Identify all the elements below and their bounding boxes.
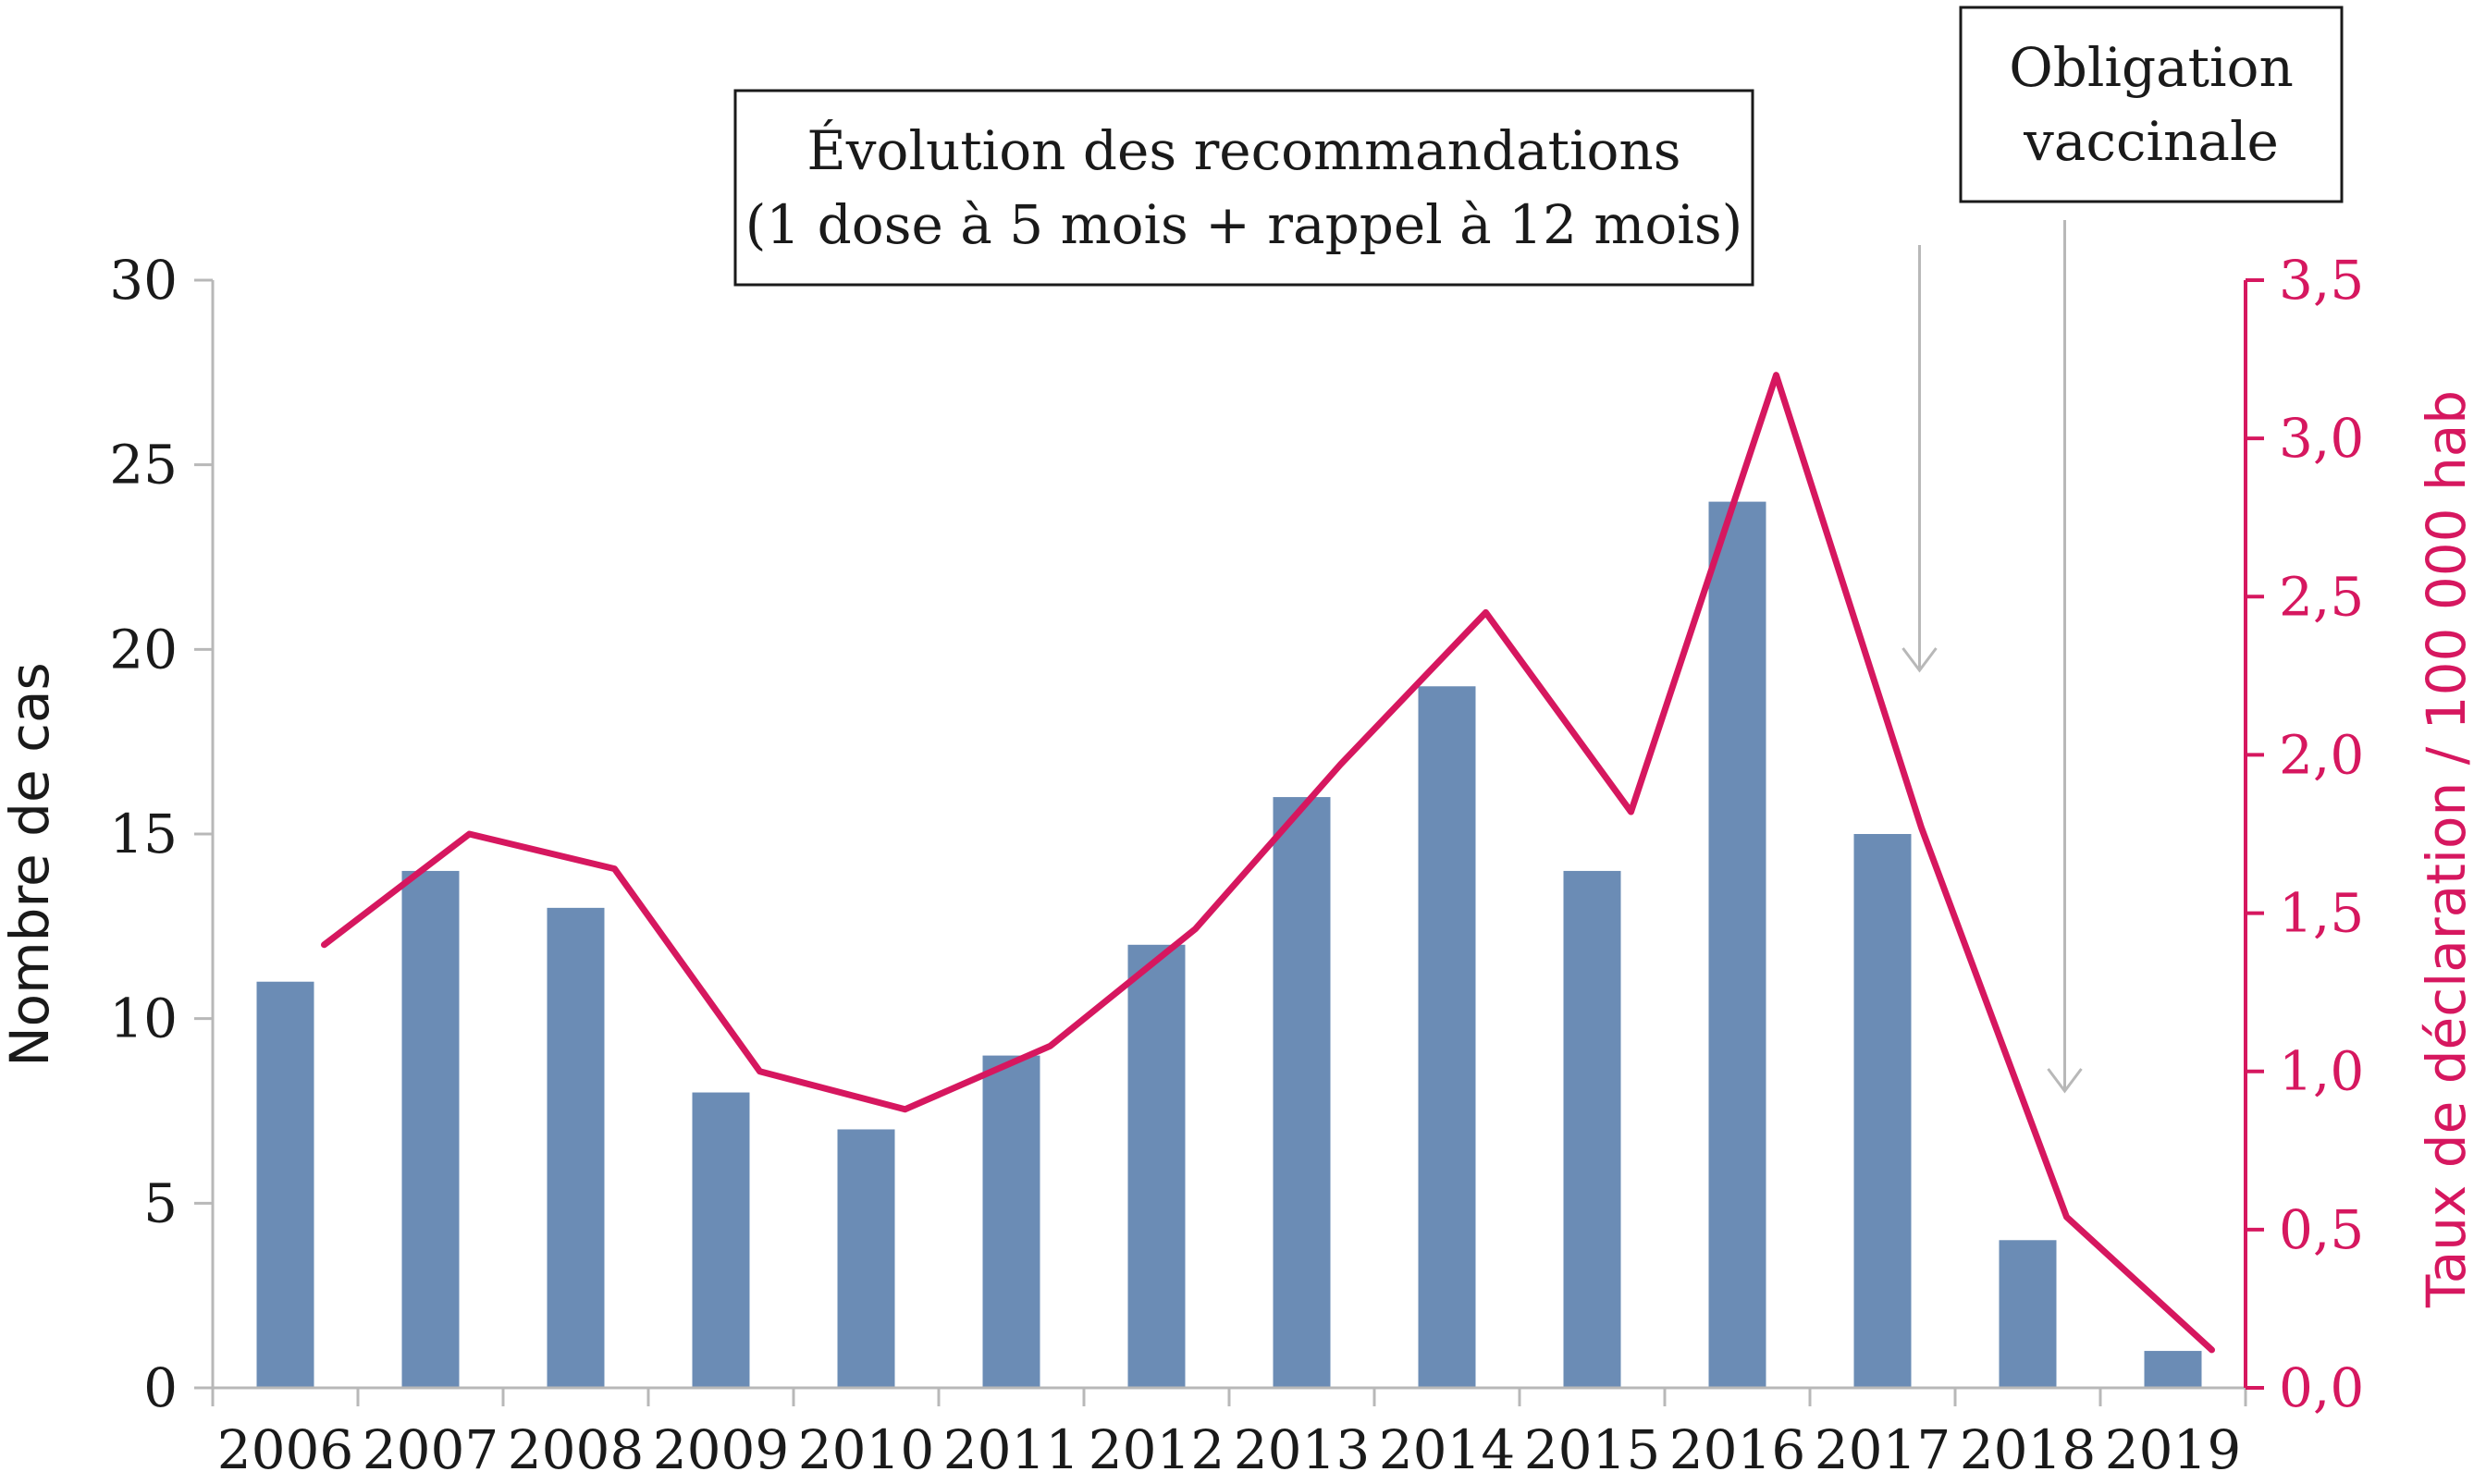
annotations: Évolution des recommandations (1 dose à 5… — [733, 6, 2344, 1094]
left-tick-label: 15 — [109, 803, 178, 865]
right-tick-label: 2,0 — [2279, 723, 2364, 786]
annotation-box — [733, 89, 1754, 287]
bar — [1853, 834, 1912, 1388]
bar — [692, 1092, 750, 1388]
right-tick-label: 1,5 — [2279, 882, 2364, 945]
right-tick-label: 0,0 — [2279, 1356, 2364, 1419]
x-tick-label: 2008 — [508, 1418, 645, 1481]
x-tick-label: 2010 — [798, 1418, 935, 1481]
left-tick-label: 20 — [109, 618, 178, 681]
annotation-box — [1959, 6, 2344, 203]
annotation-text: Obligation — [2009, 36, 2294, 99]
x-tick-label: 2014 — [1379, 1418, 1516, 1481]
bar — [401, 870, 460, 1388]
left-tick-label: 10 — [109, 987, 178, 1050]
annotation-text: vaccinale — [2023, 110, 2279, 173]
bar — [1999, 1240, 2057, 1388]
x-tick-label: 2015 — [1524, 1418, 1661, 1481]
left-tick-label: 5 — [143, 1171, 178, 1234]
x-tick-label: 2007 — [363, 1418, 499, 1481]
x-tick-label: 2013 — [1234, 1418, 1371, 1481]
right-tick-label: 3,0 — [2279, 407, 2364, 470]
line-series — [321, 372, 2215, 1354]
right-tick-label: 2,5 — [2279, 565, 2364, 628]
left-tick-label: 0 — [143, 1356, 178, 1419]
x-axis: 2006 2007 2008 2009 2010 2011 2012 2013 2014 2015… — [211, 1386, 2247, 1481]
x-tick-label: 2012 — [1089, 1418, 1225, 1481]
bar — [1273, 797, 1331, 1388]
annotation-text: Évolution des recommandations — [806, 119, 1680, 182]
x-tick-label: 2006 — [217, 1418, 354, 1481]
bar — [256, 981, 314, 1388]
y-axis-title: Nombre de cas — [0, 662, 61, 1066]
left-tick-label: 30 — [109, 249, 178, 312]
x-tick-label: 2019 — [2105, 1418, 2242, 1481]
bars — [256, 501, 2202, 1388]
x-tick-label: 2009 — [653, 1418, 790, 1481]
annotation-text: (1 dose à 5 mois + rappel à 12 mois) — [745, 193, 1743, 256]
annotation-arrow-head — [1901, 647, 1938, 673]
bar — [547, 907, 605, 1388]
right-tick-label: 0,5 — [2279, 1198, 2364, 1261]
bar — [2144, 1351, 2202, 1388]
bar — [1418, 686, 1476, 1388]
x-tick-label: 2016 — [1669, 1418, 1806, 1481]
x-tick-label: 2017 — [1815, 1418, 1951, 1481]
rate-line — [321, 372, 2215, 1354]
bar — [982, 1055, 1040, 1388]
left-tick-label: 25 — [109, 434, 178, 497]
right-axis: 0,0 0,5 1,0 1,5 2,0 2,5 3,0 3,5 — [2244, 249, 2364, 1419]
annotation-arrow-head — [2047, 1068, 2083, 1094]
y-axis-title-right: Taux de déclaration / 100 000 hab — [2415, 390, 2478, 1308]
x-tick-label: 2018 — [1960, 1418, 2097, 1481]
right-tick-label: 3,5 — [2279, 249, 2364, 312]
bar — [1708, 501, 1766, 1388]
bar — [1127, 944, 1186, 1388]
bar — [1563, 870, 1621, 1388]
right-tick-label: 1,0 — [2279, 1040, 2364, 1103]
bar — [837, 1129, 895, 1388]
x-tick-label: 2011 — [943, 1418, 1080, 1481]
left-axis: 0 5 10 15 20 25 30 — [109, 249, 215, 1419]
